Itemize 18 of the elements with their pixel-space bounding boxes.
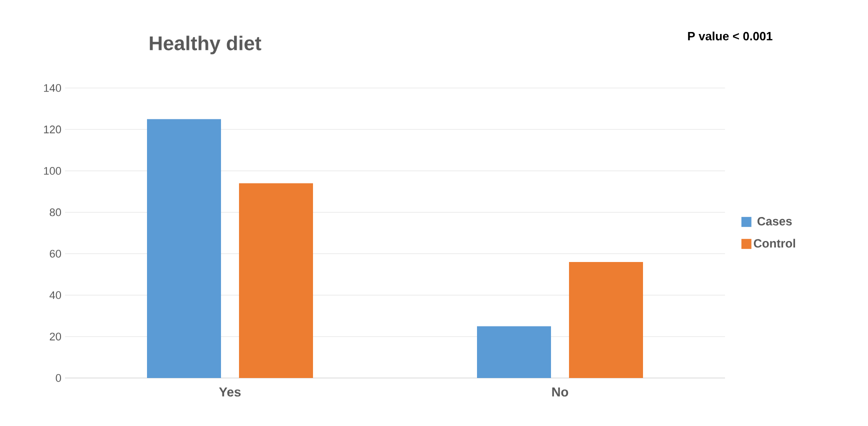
y-tick-label: 40 xyxy=(50,291,62,300)
x-tick-label: Yes xyxy=(219,388,241,397)
bar xyxy=(477,326,552,378)
bar xyxy=(147,119,222,378)
y-tick-label: 0 xyxy=(56,374,62,382)
legend-label: Cases xyxy=(758,217,792,226)
y-tick-label: 80 xyxy=(50,208,62,216)
text: P value < 0.001 xyxy=(688,32,772,40)
y-tick-label: 120 xyxy=(44,126,62,134)
y-tick-label: 140 xyxy=(44,84,62,92)
bar xyxy=(239,183,314,378)
chart-title: Healthy diet xyxy=(150,36,262,54)
legend-label: Control xyxy=(754,238,796,248)
y-tick-label: 20 xyxy=(50,332,62,340)
x-tick-label: No xyxy=(552,388,568,397)
y-tick-label: 100 xyxy=(44,166,62,175)
y-tick-label: 60 xyxy=(50,250,62,258)
bar xyxy=(569,262,644,378)
